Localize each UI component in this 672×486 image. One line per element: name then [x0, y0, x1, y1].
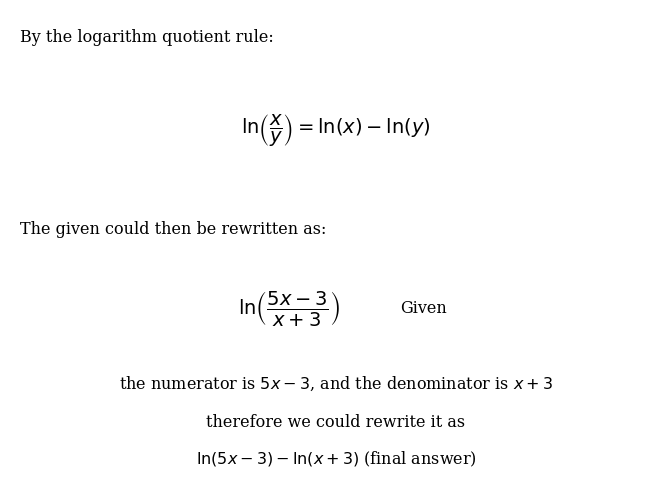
Text: the numerator is $5x-3$, and the denominator is $x+3$: the numerator is $5x-3$, and the denomin…: [119, 375, 553, 393]
Text: $\ln\!\left(\dfrac{x}{y}\right) = \ln(x) - \ln(y)$: $\ln\!\left(\dfrac{x}{y}\right) = \ln(x)…: [241, 113, 431, 149]
Text: therefore we could rewrite it as: therefore we could rewrite it as: [206, 415, 466, 431]
Text: $\ln(5x-3) - \ln(x+3)$ (final answer): $\ln(5x-3) - \ln(x+3)$ (final answer): [196, 450, 476, 469]
Text: $\ln\!\left(\dfrac{5x-3}{x+3}\right)$: $\ln\!\left(\dfrac{5x-3}{x+3}\right)$: [238, 289, 340, 328]
Text: Given: Given: [400, 300, 447, 317]
Text: By the logarithm quotient rule:: By the logarithm quotient rule:: [20, 29, 274, 46]
Text: The given could then be rewritten as:: The given could then be rewritten as:: [20, 221, 327, 238]
